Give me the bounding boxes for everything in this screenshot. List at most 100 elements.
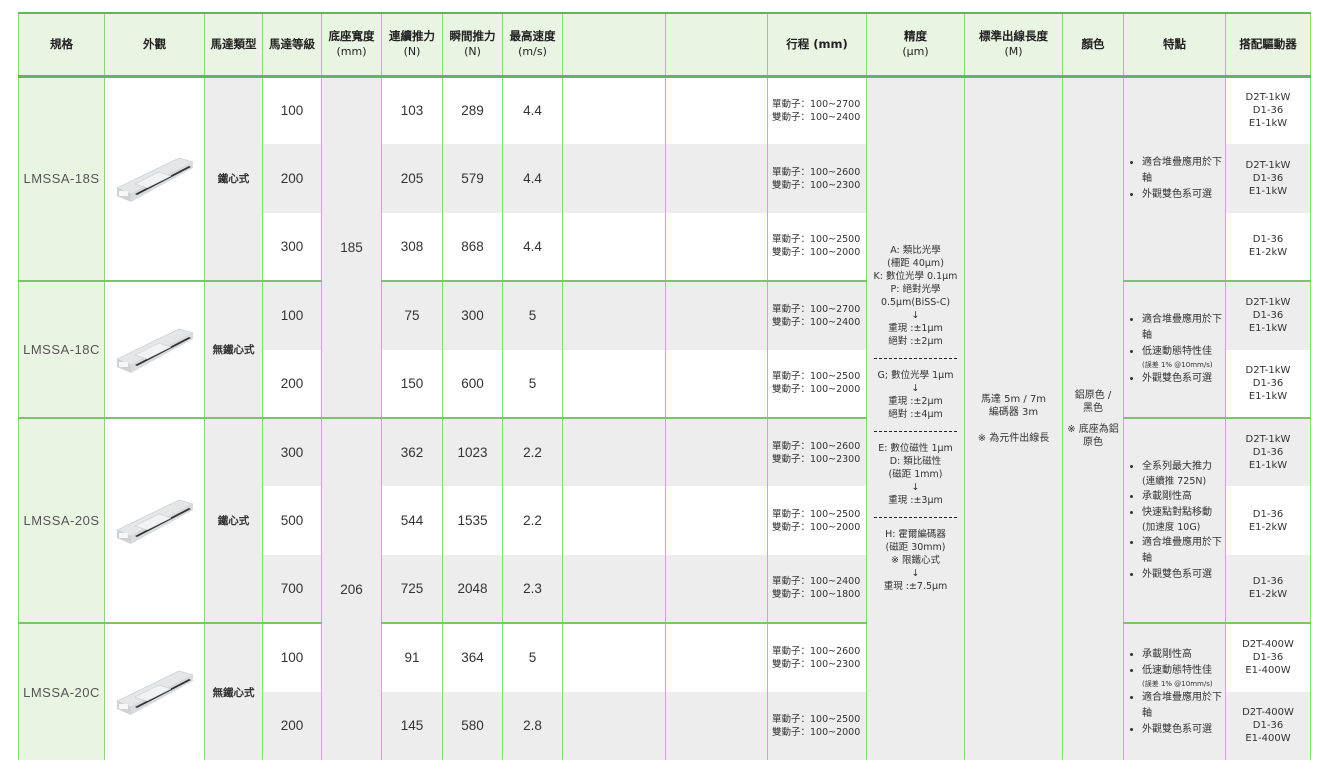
column-header-label: 搭配驅動器 <box>1239 37 1297 52</box>
feature-text: 承載剛性高 <box>1142 648 1192 660</box>
blank-cell <box>665 349 768 418</box>
max-speed: 4.4 <box>502 212 563 282</box>
precision-line: P: 絕對光學 <box>890 284 941 296</box>
stroke-line: 雙動子：100~2300 <box>772 453 861 465</box>
stroke-range: 單動子：100~2500 雙動子：100~2000 <box>767 212 867 282</box>
stroke-range: 單動子：100~2400 雙動子：100~1800 <box>767 554 867 624</box>
max-speed: 2.3 <box>502 554 563 624</box>
feature-text: 適合堆疊應用於下軸 <box>1142 314 1222 342</box>
driver-model: D1-36 <box>1252 377 1284 389</box>
feature-note: (加速度 10G) <box>1142 521 1201 533</box>
blank-cell <box>562 212 666 282</box>
driver-model: D1-36 <box>1252 447 1284 459</box>
peak-force: 600 <box>442 349 503 418</box>
feature-item: 低速動態特性佳 (誤差 1% @10mm/s) <box>1142 344 1225 371</box>
driver-model: D2T-1kW <box>1245 434 1291 446</box>
feature-item: 承載剛性高 <box>1142 489 1225 505</box>
driver-model: D2T-1kW <box>1245 364 1291 376</box>
table-row: 200 150 600 5 單動子：100~2500 雙動子：100~2000 D2T-1k… <box>19 349 1311 418</box>
motor-grade: 100 <box>262 280 322 350</box>
stroke-line: 雙動子：100~2300 <box>772 179 861 191</box>
driver-model: D1-36 <box>1252 576 1284 588</box>
continuous-force: 103 <box>381 74 443 145</box>
precision-line: 絕對 :±4μm <box>888 409 943 421</box>
peak-force: 1023 <box>442 416 503 487</box>
feature-text: 適合堆疊應用於下軸 <box>1142 691 1222 719</box>
table-row: 200 205 579 4.4 單動子：100~2600 雙動子：100~2300 D2T-… <box>19 144 1311 213</box>
stroke-line: 雙動子：100~2000 <box>772 247 861 259</box>
driver-cell: D2T-1kW D1-36 E1-1kW <box>1225 144 1311 213</box>
blank-cell <box>665 554 768 624</box>
max-speed: 5 <box>502 280 563 350</box>
cable-line: 馬達 5m / 7m <box>980 393 1047 405</box>
driver-cell: D1-36 E1-2kW <box>1225 486 1311 555</box>
column-header: 規格 <box>18 12 105 78</box>
feature-item: 外觀雙色系可選 <box>1142 371 1225 387</box>
peak-force: 2048 <box>442 554 503 624</box>
appearance-cell <box>104 74 205 282</box>
driver-model: E1-1kW <box>1248 460 1288 472</box>
motor-grade: 200 <box>262 144 322 213</box>
driver-cell: D1-36 E1-2kW <box>1225 212 1311 282</box>
features-list: 適合堆疊應用於下軸外觀雙色系可選 <box>1130 155 1225 203</box>
cable-line <box>965 419 1062 432</box>
stroke-line: 雙動子：100~2400 <box>772 316 861 328</box>
stroke-line: 雙動子：100~2000 <box>772 384 861 396</box>
precision-line: (柵距 40μm) <box>887 258 944 270</box>
column-header: 標準出線長度 (M) <box>964 12 1063 78</box>
blank-cell <box>665 280 768 350</box>
model-name: LMSSA-20C <box>18 622 105 760</box>
continuous-force: 308 <box>381 212 443 282</box>
features-cell: 適合堆疊應用於下軸外觀雙色系可選 <box>1123 74 1226 282</box>
stroke-line: 雙動子：100~1800 <box>772 589 861 601</box>
column-header-unit: (mm) <box>336 45 367 59</box>
continuous-force: 362 <box>381 416 443 487</box>
driver-model: D1-36 <box>1252 652 1284 664</box>
stroke-line: 雙動子：100~2000 <box>772 726 861 738</box>
driver-model: D2T-400W <box>1242 639 1294 651</box>
stroke-range: 單動子：100~2700 雙動子：100~2400 <box>767 280 867 350</box>
blank-cell <box>562 349 666 418</box>
stroke-line: 單動子：100~2500 <box>772 234 861 246</box>
column-header: 底座寬度 (mm) <box>321 12 382 78</box>
blank-cell <box>562 74 666 145</box>
driver-model: E1-1kW <box>1248 323 1288 335</box>
table-row: 200 145 580 2.8 單動子：100~2500 雙動子：100~2000 D2T-… <box>19 691 1311 760</box>
precision-line: K: 數位光學 0.1μm <box>873 271 958 283</box>
table-row: LMSSA-18S 鐵心式 100 185 103 289 4.4 單動子：100~2700 雙… <box>18 74 1311 760</box>
blank-cell <box>562 280 666 350</box>
stroke-range: 單動子：100~2500 雙動子：100~2000 <box>767 486 867 555</box>
column-header-label: 底座寬度 <box>328 29 375 44</box>
blank-cell <box>665 212 768 282</box>
max-speed: 2.2 <box>502 486 563 555</box>
continuous-force: 150 <box>381 349 443 418</box>
continuous-force: 91 <box>381 622 443 692</box>
column-header-label: 馬達類型 <box>210 37 257 52</box>
column-header-label: 馬達等級 <box>269 37 315 52</box>
linear-stage-image <box>115 499 194 544</box>
dashed-divider <box>873 358 958 360</box>
feature-item: 低速動態特性佳 (誤差 1% @10mm/s) <box>1142 663 1225 690</box>
blank-cell <box>665 416 768 487</box>
precision-line: ↓ <box>911 383 920 395</box>
stroke-line: 單動子：100~2600 <box>772 440 861 452</box>
driver-model: E1-2kW <box>1248 589 1288 601</box>
stroke-range: 單動子：100~2500 雙動子：100~2000 <box>767 691 867 760</box>
driver-model: D1-36 <box>1252 720 1284 732</box>
stroke-range: 單動子：100~2600 雙動子：100~2300 <box>767 622 867 692</box>
precision-line: (磁距 30mm) <box>885 542 946 554</box>
dashed-divider <box>873 517 958 519</box>
driver-model: E1-1kW <box>1248 390 1288 402</box>
driver-model: E1-2kW <box>1248 247 1288 259</box>
base-width: 206 <box>321 416 382 760</box>
stroke-line: 單動子：100~2500 <box>772 508 861 520</box>
column-header: 特點 <box>1123 12 1226 78</box>
blank-cell <box>562 554 666 624</box>
linear-stage-image <box>115 157 194 202</box>
peak-force: 1535 <box>442 486 503 555</box>
table-body: LMSSA-18S 鐵心式 100 185 103 289 4.4 單動子：100~2700 雙… <box>18 74 1311 760</box>
blank-cell <box>562 144 666 213</box>
feature-item: 外觀雙色系可選 <box>1142 722 1225 738</box>
stroke-line: 單動子：100~2700 <box>772 98 861 110</box>
driver-model: E1-1kW <box>1248 118 1288 130</box>
